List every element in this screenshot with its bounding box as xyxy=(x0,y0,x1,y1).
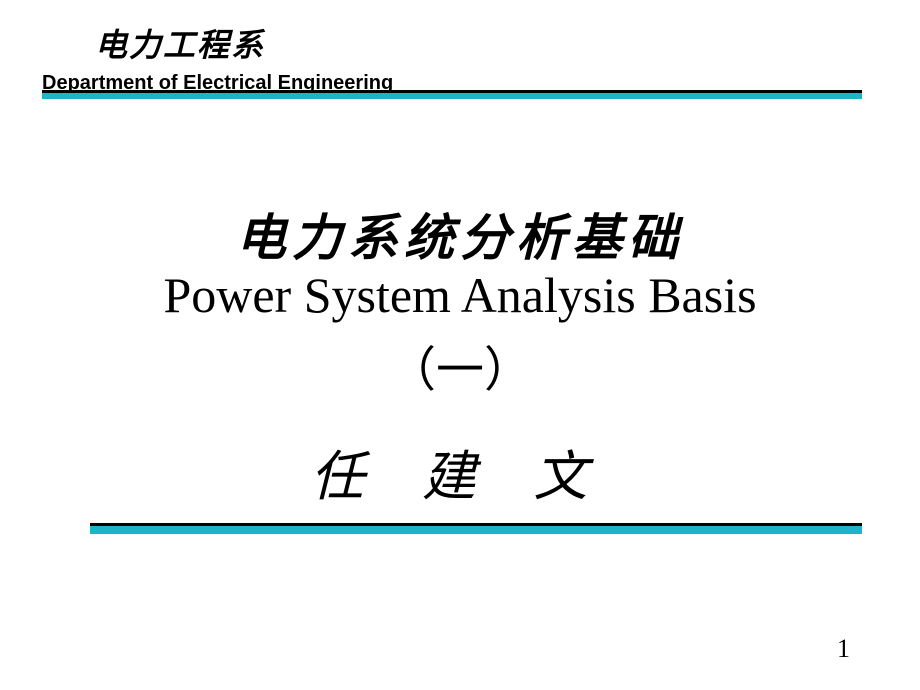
part-number: （一） xyxy=(0,330,920,400)
main-title-english: Power System Analysis Basis xyxy=(0,266,920,324)
bottom-divider-cyan xyxy=(90,526,862,534)
header-area: 电力工程系 Department of Electrical Engineeri… xyxy=(0,20,920,95)
main-title-chinese: 电力系统分析基础 xyxy=(0,198,920,270)
author-name: 任 建 文 xyxy=(0,432,920,511)
department-name-chinese: 电力工程系 xyxy=(95,20,920,66)
top-divider-cyan xyxy=(42,93,862,99)
page-number: 1 xyxy=(837,634,850,664)
